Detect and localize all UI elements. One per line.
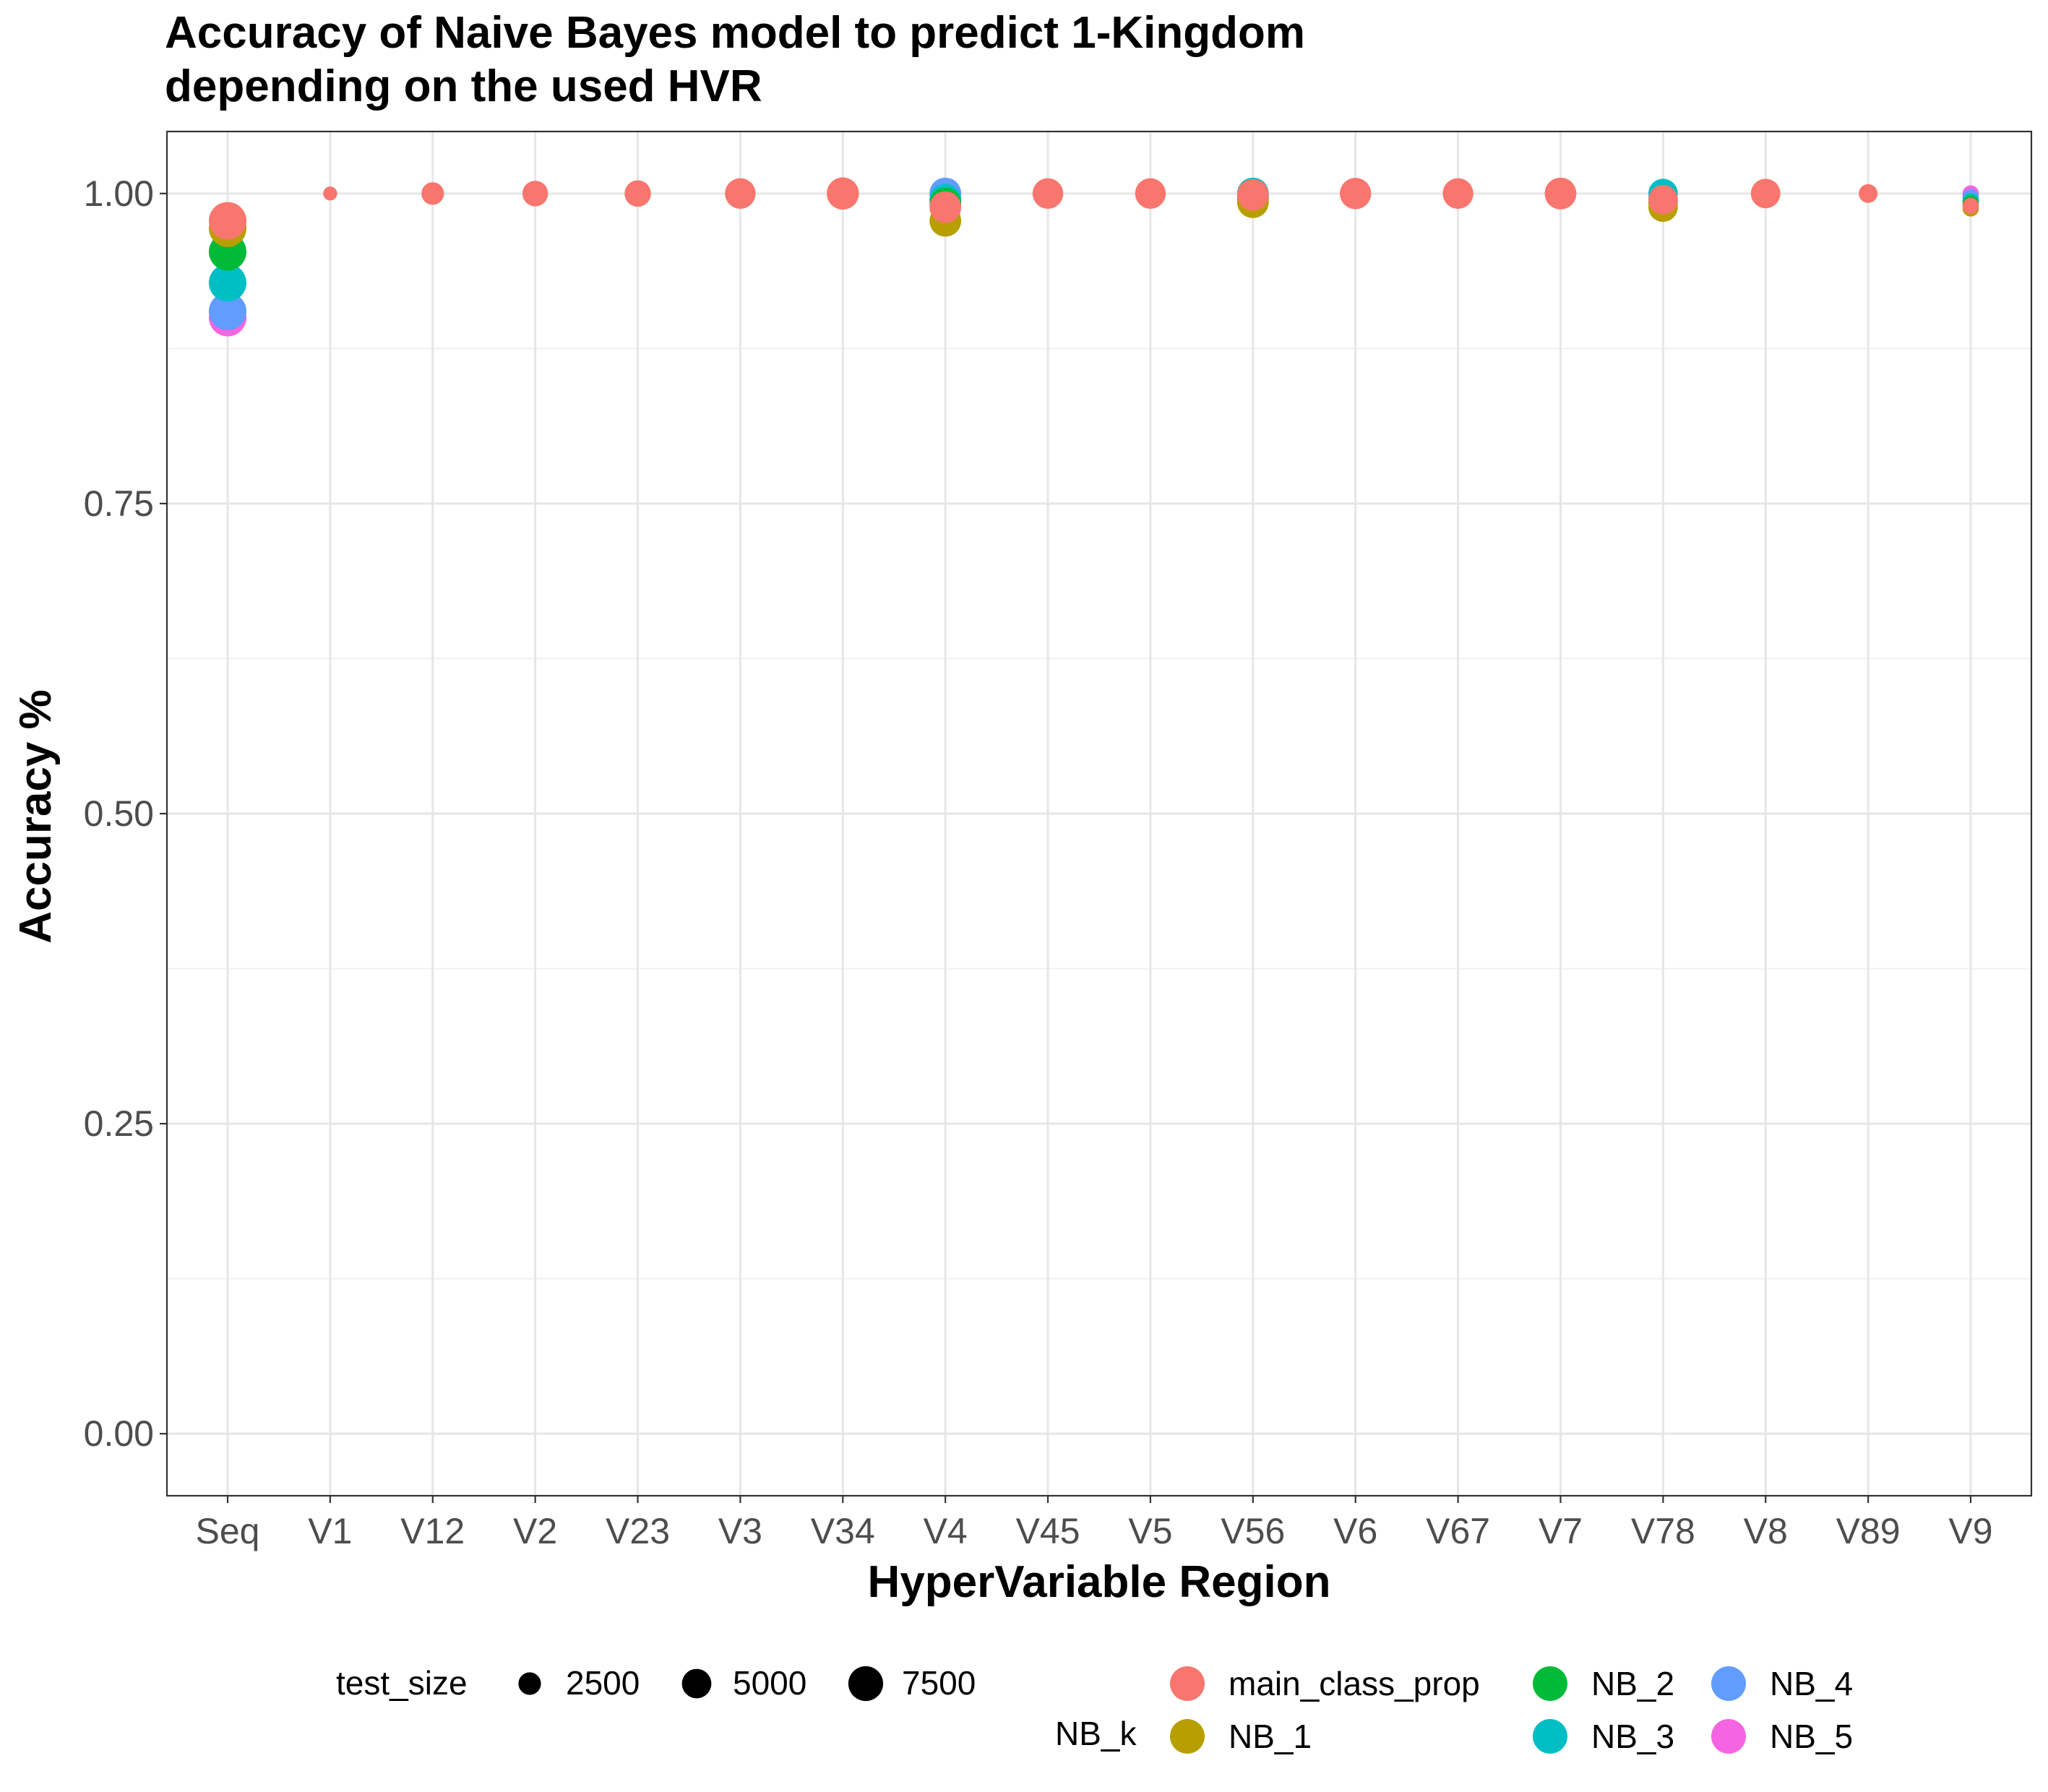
data-point-main-class-prop bbox=[209, 202, 246, 240]
x-tick-label: V12 bbox=[400, 1511, 465, 1551]
color-legend-items: main_class_prop NB_1 NB_2 NB_3 NB_4 NB_5 bbox=[1170, 1665, 1853, 1755]
color-legend-label: NB_5 bbox=[1770, 1718, 1853, 1755]
color-legend-key bbox=[1170, 1719, 1205, 1754]
color-legend-key bbox=[1533, 1719, 1567, 1754]
size-legend-key bbox=[518, 1672, 541, 1695]
color-legend-label: NB_3 bbox=[1591, 1718, 1674, 1755]
size-legend-key bbox=[681, 1668, 712, 1699]
x-axis: Seq V1 V12 V2 V23 V3 V34 V4 V45 V5 V56 V6 V67 V7 V78 V8… bbox=[196, 1496, 1993, 1551]
chart-title-line-1: Accuracy of Naive Bayes model to predict… bbox=[165, 8, 1305, 58]
data-point-main-class-prop bbox=[1962, 197, 1979, 215]
color-legend-key bbox=[1170, 1666, 1205, 1701]
data-points bbox=[209, 177, 1979, 337]
color-legend-key bbox=[1711, 1666, 1746, 1701]
x-tick-label: V4 bbox=[924, 1511, 968, 1551]
size-legend-label: 5000 bbox=[733, 1664, 806, 1702]
data-point-main-class-prop bbox=[421, 182, 444, 205]
color-legend-key bbox=[1533, 1666, 1567, 1701]
data-point-main-class-prop bbox=[929, 191, 962, 223]
x-tick-label: V78 bbox=[1631, 1511, 1695, 1551]
size-legend-label: 7500 bbox=[902, 1664, 976, 1702]
x-tick-label: V5 bbox=[1128, 1511, 1172, 1551]
legend: test_size 2500 5000 7500 NB_k main_class_p… bbox=[336, 1664, 1853, 1755]
data-point-main-class-prop bbox=[1442, 178, 1473, 210]
size-legend-title: test_size bbox=[336, 1664, 468, 1702]
x-tick-label: V67 bbox=[1426, 1511, 1490, 1551]
x-tick-label: V3 bbox=[718, 1511, 762, 1551]
y-axis-title: Accuracy % bbox=[11, 689, 61, 944]
data-point-main-class-prop bbox=[522, 181, 548, 207]
x-tick-label: Seq bbox=[196, 1511, 260, 1551]
x-tick-label: V45 bbox=[1016, 1511, 1080, 1551]
data-point-nb-4 bbox=[209, 292, 246, 330]
data-point-main-class-prop bbox=[1544, 177, 1577, 210]
y-tick-label: 0.00 bbox=[84, 1413, 154, 1454]
color-legend-label: NB_1 bbox=[1229, 1718, 1312, 1755]
y-axis: 0.00 0.25 0.50 0.75 1.00 bbox=[84, 173, 167, 1454]
x-tick-label: V56 bbox=[1221, 1511, 1285, 1551]
color-legend-label: NB_4 bbox=[1770, 1665, 1853, 1702]
data-point-main-class-prop bbox=[725, 178, 756, 210]
data-point-main-class-prop bbox=[1135, 178, 1166, 210]
x-tick-label: V89 bbox=[1836, 1511, 1901, 1551]
color-legend-key bbox=[1711, 1719, 1746, 1754]
size-legend-items: 2500 5000 7500 bbox=[518, 1664, 976, 1702]
gridlines bbox=[167, 132, 2031, 1496]
chart-title-line-2: depending on the used HVR bbox=[165, 61, 762, 111]
color-legend-label: NB_2 bbox=[1591, 1665, 1674, 1702]
size-legend-key bbox=[848, 1666, 884, 1702]
color-legend-label: main_class_prop bbox=[1229, 1665, 1480, 1702]
x-tick-label: V1 bbox=[308, 1511, 352, 1551]
data-point-main-class-prop bbox=[1750, 178, 1781, 209]
data-point-main-class-prop bbox=[827, 177, 859, 210]
y-tick-label: 1.00 bbox=[84, 173, 154, 214]
x-tick-label: V7 bbox=[1539, 1511, 1583, 1551]
x-tick-label: V23 bbox=[606, 1511, 670, 1551]
data-point-main-class-prop bbox=[1236, 178, 1269, 211]
x-tick-label: V2 bbox=[513, 1511, 557, 1551]
x-tick-label: V6 bbox=[1333, 1511, 1377, 1551]
data-point-main-class-prop bbox=[323, 186, 337, 201]
color-legend-title: NB_k bbox=[1055, 1715, 1137, 1752]
data-point-nb-3 bbox=[209, 264, 246, 302]
data-point-main-class-prop bbox=[1032, 178, 1064, 210]
x-tick-label: V34 bbox=[811, 1511, 875, 1551]
x-axis-title: HyperVariable Region bbox=[868, 1557, 1331, 1607]
x-tick-label: V9 bbox=[1948, 1511, 1992, 1551]
size-legend-label: 2500 bbox=[566, 1664, 640, 1702]
data-point-main-class-prop bbox=[1859, 184, 1878, 203]
y-tick-label: 0.75 bbox=[84, 483, 154, 524]
y-tick-label: 0.25 bbox=[84, 1103, 154, 1144]
data-point-main-class-prop bbox=[1648, 185, 1678, 215]
y-tick-label: 0.50 bbox=[84, 793, 154, 834]
x-tick-label: V8 bbox=[1744, 1511, 1788, 1551]
data-point-main-class-prop bbox=[1340, 178, 1372, 210]
data-point-main-class-prop bbox=[624, 180, 651, 207]
